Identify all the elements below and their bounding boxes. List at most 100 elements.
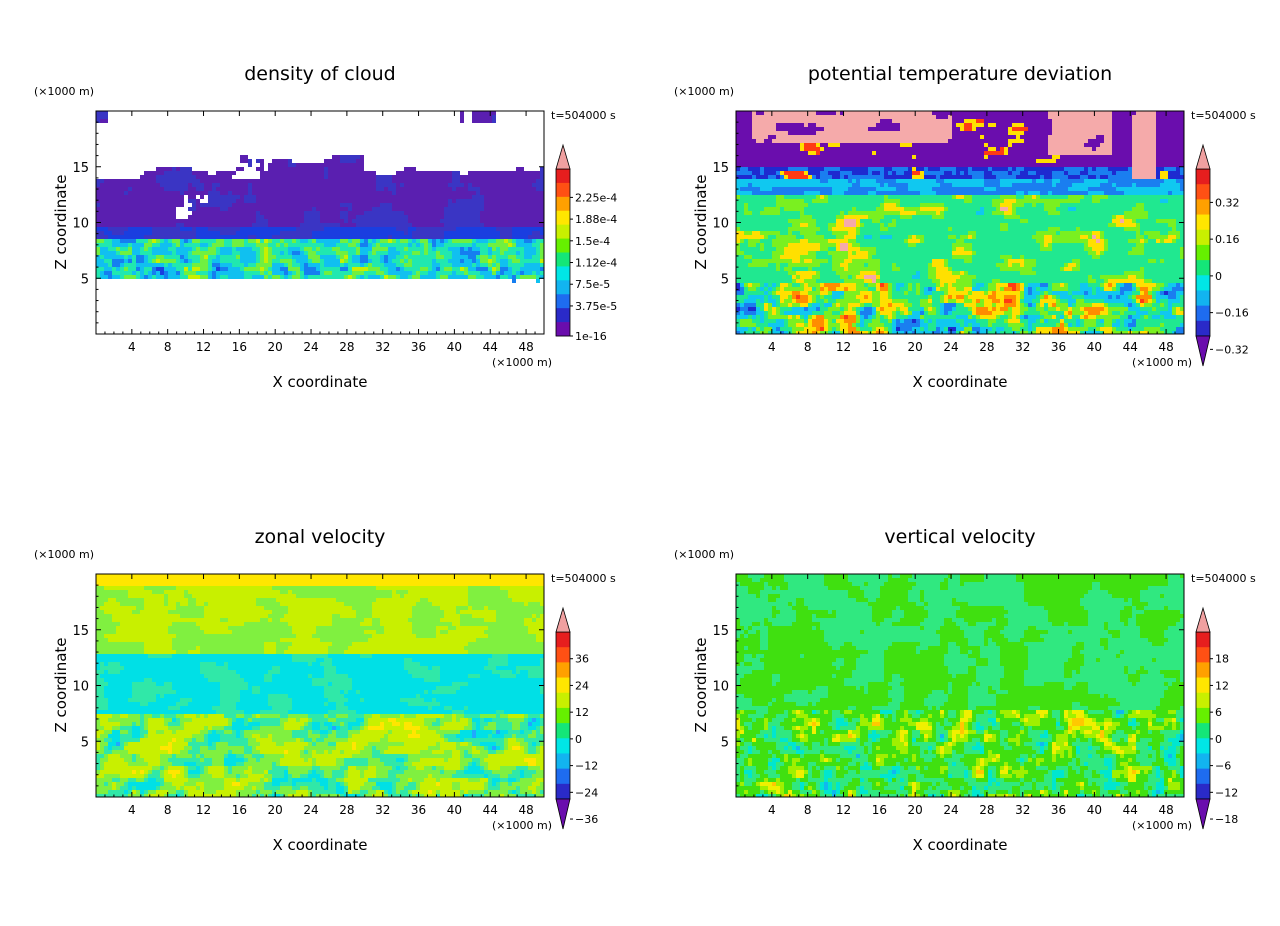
y-tick-label: 15 <box>712 161 729 176</box>
x-axis-label: X coordinate <box>272 836 367 854</box>
time-label: t=504000 s <box>1191 572 1256 585</box>
colorbar-label: 36 <box>575 653 589 666</box>
x-tick-label: 28 <box>339 340 354 354</box>
x-tick-label: 24 <box>303 803 318 817</box>
colorbar-segment <box>1196 692 1210 709</box>
x-unit-label: (×1000 m) <box>492 356 552 369</box>
y-tick-label: 10 <box>712 217 729 232</box>
colorbar-segment <box>556 738 570 754</box>
y-tick-label: 10 <box>72 680 89 695</box>
panel-density-of-cloud: density of cloud (×1000 m) t=504000 s (×… <box>34 63 617 391</box>
colorbar-label: 1.5e-4 <box>575 235 610 248</box>
colorbar-segment <box>1196 169 1210 185</box>
x-tick-label: 8 <box>164 803 172 817</box>
colorbar-top-triangle <box>1195 606 1211 633</box>
colorbar-label: −18 <box>1215 813 1238 826</box>
y-tick-label: 5 <box>721 272 729 287</box>
contour-field <box>736 574 1184 797</box>
colorbar-label: 18 <box>1215 653 1229 666</box>
colorbar-top-triangle <box>555 143 571 170</box>
x-tick-label: 8 <box>164 340 172 354</box>
y-tick-label: 15 <box>712 624 729 639</box>
colorbar-label: 1e-16 <box>575 330 607 343</box>
y-tick-label: 10 <box>72 217 89 232</box>
x-tick-label: 36 <box>1051 340 1066 354</box>
x-tick-label: 16 <box>232 803 247 817</box>
colorbar-segment <box>1196 707 1210 724</box>
x-unit-label: (×1000 m) <box>1132 356 1192 369</box>
colorbar-segment <box>1196 783 1210 800</box>
x-tick-label: 4 <box>768 340 776 354</box>
colorbar-segment <box>556 308 570 323</box>
colorbar-cloud: 2.25e-4 1.88e-4 1.5e-4 1.12e-4 7.5e-5 3.75e-5… <box>555 143 617 343</box>
y-tick-label: 5 <box>81 272 89 287</box>
x-tick-label: 32 <box>1015 340 1030 354</box>
x-tick-label: 8 <box>804 340 812 354</box>
colorbar-bottom-triangle <box>555 798 571 830</box>
colorbar-label: 0 <box>575 733 582 746</box>
y-tick-label: 15 <box>72 624 89 639</box>
colorbar-segment <box>556 647 570 663</box>
colorbar-top-triangle <box>1195 143 1211 170</box>
colorbar-segment <box>1196 677 1210 694</box>
colorbar-segment <box>1196 632 1210 648</box>
x-tick-label: 24 <box>943 803 958 817</box>
colorbar-label: −0.16 <box>1215 307 1249 320</box>
time-label: t=504000 s <box>551 572 616 585</box>
colorbar-segment <box>556 169 570 184</box>
colorbar-segment <box>556 196 570 212</box>
x-tick-label: 28 <box>979 340 994 354</box>
z-unit-label: (×1000 m) <box>34 548 94 561</box>
x-tick-label: 12 <box>836 340 851 354</box>
panel-title: zonal velocity <box>255 526 386 548</box>
x-tick-label: 20 <box>908 340 923 354</box>
colorbar-segment <box>556 692 570 709</box>
colorbar-segment <box>556 294 570 309</box>
time-label: t=504000 s <box>551 109 616 122</box>
y-axis-label: Z coordinate <box>52 637 70 732</box>
colorbar-label: 7.5e-5 <box>575 278 610 291</box>
x-tick-label: 24 <box>943 340 958 354</box>
x-tick-label: 12 <box>836 803 851 817</box>
colorbar-label: −12 <box>1215 786 1238 799</box>
colorbar-segment <box>1196 662 1210 678</box>
colorbar-segment <box>556 238 570 253</box>
colorbar-segment <box>556 783 570 800</box>
colorbar-label: 0 <box>1215 270 1222 283</box>
colorbar-segment <box>556 707 570 724</box>
colorbar-segment <box>556 662 570 678</box>
x-tick-label: 20 <box>268 803 283 817</box>
z-unit-label: (×1000 m) <box>674 85 734 98</box>
colorbar-segment <box>556 753 570 770</box>
colorbar-segment <box>1196 244 1210 261</box>
x-tick-label: 28 <box>979 803 994 817</box>
colorbar-segment <box>1196 214 1210 231</box>
colorbar-segment <box>1196 753 1210 770</box>
x-tick-label: 48 <box>518 803 533 817</box>
colorbar-segment <box>556 266 570 281</box>
z-unit-label: (×1000 m) <box>34 85 94 98</box>
colorbar-theta: 0.32 0.16 0 −0.16 −0.32 <box>1195 143 1249 367</box>
time-label: t=504000 s <box>1191 109 1256 122</box>
x-tick-label: 4 <box>128 340 136 354</box>
colorbar-segment <box>1196 275 1210 291</box>
panel-title: potential temperature deviation <box>808 63 1112 85</box>
x-tick-label: 12 <box>196 803 211 817</box>
colorbar-label: 2.25e-4 <box>575 191 617 204</box>
x-tick-label: 36 <box>411 803 426 817</box>
x-axis-label: X coordinate <box>912 373 1007 391</box>
x-tick-label: 12 <box>196 340 211 354</box>
x-tick-label: 4 <box>768 803 776 817</box>
x-tick-label: 44 <box>1123 340 1138 354</box>
colorbar-segment <box>1196 305 1210 322</box>
x-tick-label: 32 <box>375 340 390 354</box>
x-tick-label: 16 <box>872 803 887 817</box>
x-tick-label: 36 <box>411 340 426 354</box>
colorbar-label: 6 <box>1215 706 1222 719</box>
colorbar-segment <box>1196 647 1210 663</box>
